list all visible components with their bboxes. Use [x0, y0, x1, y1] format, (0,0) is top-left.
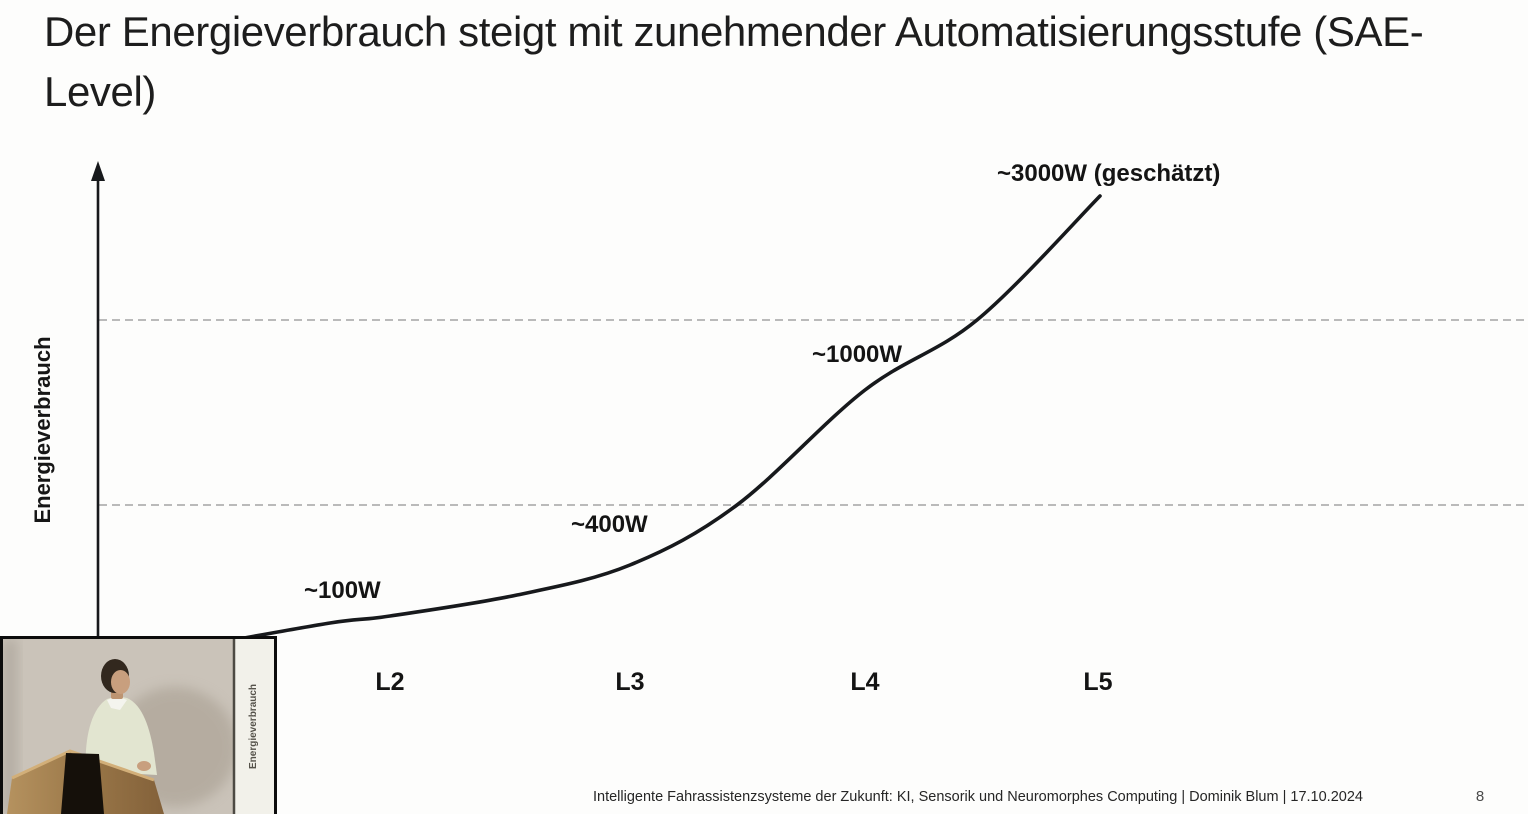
speaker-face	[111, 670, 130, 694]
speaker-shirt	[85, 696, 157, 775]
slide-footer: Intelligente Fahrassistenzsysteme der Zu…	[593, 789, 1363, 805]
point-label-400w: ~400W	[571, 511, 648, 538]
point-label-1000w: ~1000W	[812, 341, 903, 368]
projected-ylabel-text: Energieverbrauch	[248, 684, 259, 769]
slide-title: Der Energieverbrauch steigt mit zunehmen…	[44, 8, 1424, 116]
x-tick-l2: L2	[375, 668, 405, 696]
speaker-collar	[107, 696, 127, 710]
podium-panel	[61, 753, 104, 814]
slide-page-number: 8	[1475, 788, 1485, 805]
point-label-3000w: ~3000W (geschätzt)	[997, 160, 1221, 187]
energy-curve	[198, 194, 1102, 648]
x-tick-l3: L3	[615, 668, 645, 696]
projection-screen	[234, 639, 274, 814]
y-axis-label: Energieverbrauch	[30, 336, 55, 524]
x-tick-l4: L4	[850, 668, 880, 696]
point-label-100w: ~100W	[304, 577, 381, 604]
y-axis-arrowhead-icon	[91, 161, 105, 181]
speaker-video-overlay: Energieverbrauch	[0, 636, 277, 814]
wall-shade-left	[3, 639, 17, 814]
speaker-hand	[137, 761, 151, 771]
x-tick-l5: L5	[1083, 668, 1113, 696]
podium-top-rim	[11, 749, 155, 782]
speaker-video-frame: Energieverbrauch	[3, 639, 274, 814]
